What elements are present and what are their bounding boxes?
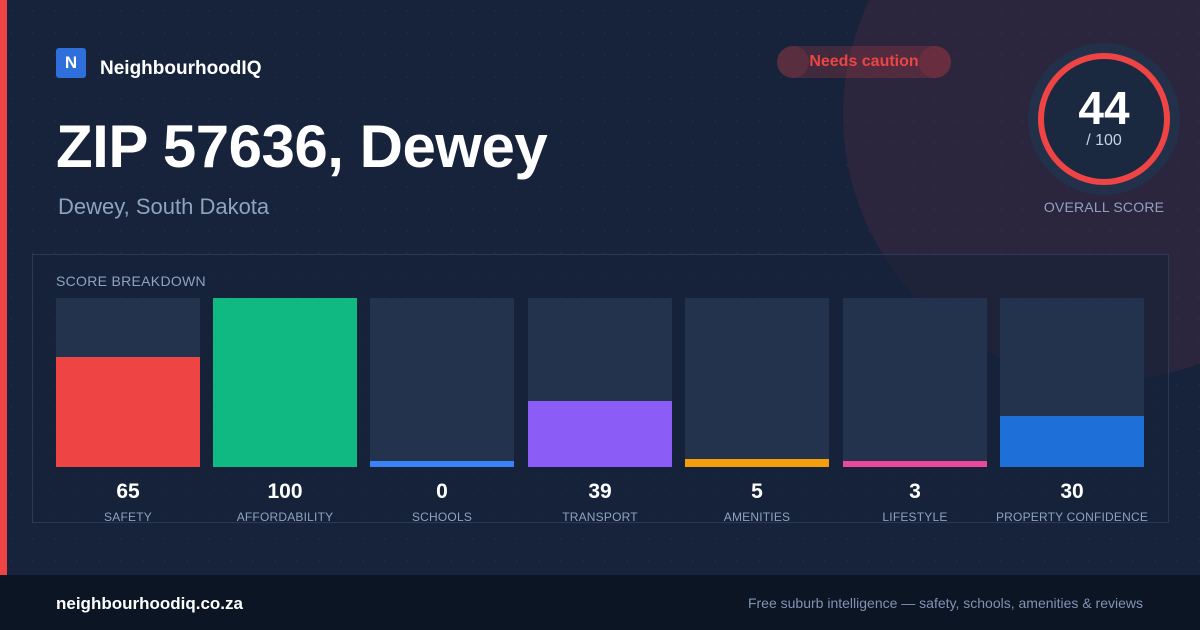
bar-track	[1000, 298, 1144, 467]
bar-amenities: 5 AMENITIES	[685, 298, 829, 524]
bar-label: LIFESTYLE	[882, 510, 948, 524]
bar-schools: 0 SCHOOLS	[370, 298, 514, 524]
bar-track	[370, 298, 514, 467]
score-breakdown-panel: SCORE BREAKDOWN 65 SAFETY 100 AFFORDABIL…	[32, 254, 1169, 524]
bar-value: 0	[436, 480, 448, 503]
brand[interactable]: N NeighbourhoodIQ	[56, 46, 261, 80]
accent-bar	[0, 0, 7, 575]
bar-label: AMENITIES	[723, 510, 791, 524]
bar-value: 39	[588, 480, 612, 503]
bar-fill-safety	[56, 357, 200, 467]
footer-tagline: Free suburb intelligence — safety, schoo…	[747, 595, 1143, 611]
overall-score-ring	[1028, 43, 1180, 195]
bar-track	[213, 298, 357, 467]
bar-label: AFFORDABILITY	[236, 510, 334, 524]
bar-track	[528, 298, 672, 467]
bar-value: 30	[1060, 480, 1084, 503]
bar-value: 65	[116, 480, 140, 503]
page-title: ZIP 57636, Dewey	[56, 113, 548, 180]
bar-value: 100	[267, 480, 303, 503]
bar-transport: 39 TRANSPORT	[528, 298, 672, 524]
bar-fill-schools	[370, 461, 514, 467]
bar-track	[56, 298, 200, 467]
score-ring-progress	[1038, 53, 1170, 185]
overall-score-value: 44	[1078, 82, 1130, 134]
status-badge-label: Needs caution	[809, 53, 919, 70]
bar-fill-affordability	[213, 298, 357, 467]
bar-track	[843, 298, 987, 467]
page-subtitle: Dewey, South Dakota	[58, 194, 270, 219]
overall-score-label: OVERALL SCORE	[1043, 199, 1165, 215]
footer: neighbourhoodiq.co.za Free suburb intell…	[0, 575, 1200, 630]
brand-name: NeighbourhoodIQ	[100, 58, 262, 79]
brand-logo-icon: N	[56, 48, 86, 78]
breakdown-title: SCORE BREAKDOWN	[56, 273, 206, 289]
bar-affordability: 100 AFFORDABILITY	[213, 298, 357, 524]
bar-label: PROPERTY CONFIDENCE	[995, 510, 1149, 524]
bar-value: 5	[751, 480, 763, 503]
bar-safety: 65 SAFETY	[56, 298, 200, 524]
bar-fill-lifestyle	[843, 461, 987, 467]
bar-property-confidence: 30 PROPERTY CONFIDENCE	[996, 298, 1148, 524]
bar-label: TRANSPORT	[562, 510, 638, 524]
overall-score-max: / 100	[1086, 132, 1122, 149]
bar-track	[685, 298, 829, 467]
bar-fill-property-confidence	[1000, 416, 1144, 467]
bar-label: SCHOOLS	[411, 510, 473, 524]
bar-label: SAFETY	[104, 510, 152, 524]
bar-lifestyle: 3 LIFESTYLE	[843, 298, 987, 524]
bar-fill-amenities	[685, 459, 829, 467]
bar-value: 3	[909, 480, 921, 503]
bar-fill-transport	[528, 401, 672, 467]
status-badge: Needs caution	[777, 46, 951, 78]
footer-domain-link[interactable]: neighbourhoodiq.co.za	[56, 594, 243, 613]
